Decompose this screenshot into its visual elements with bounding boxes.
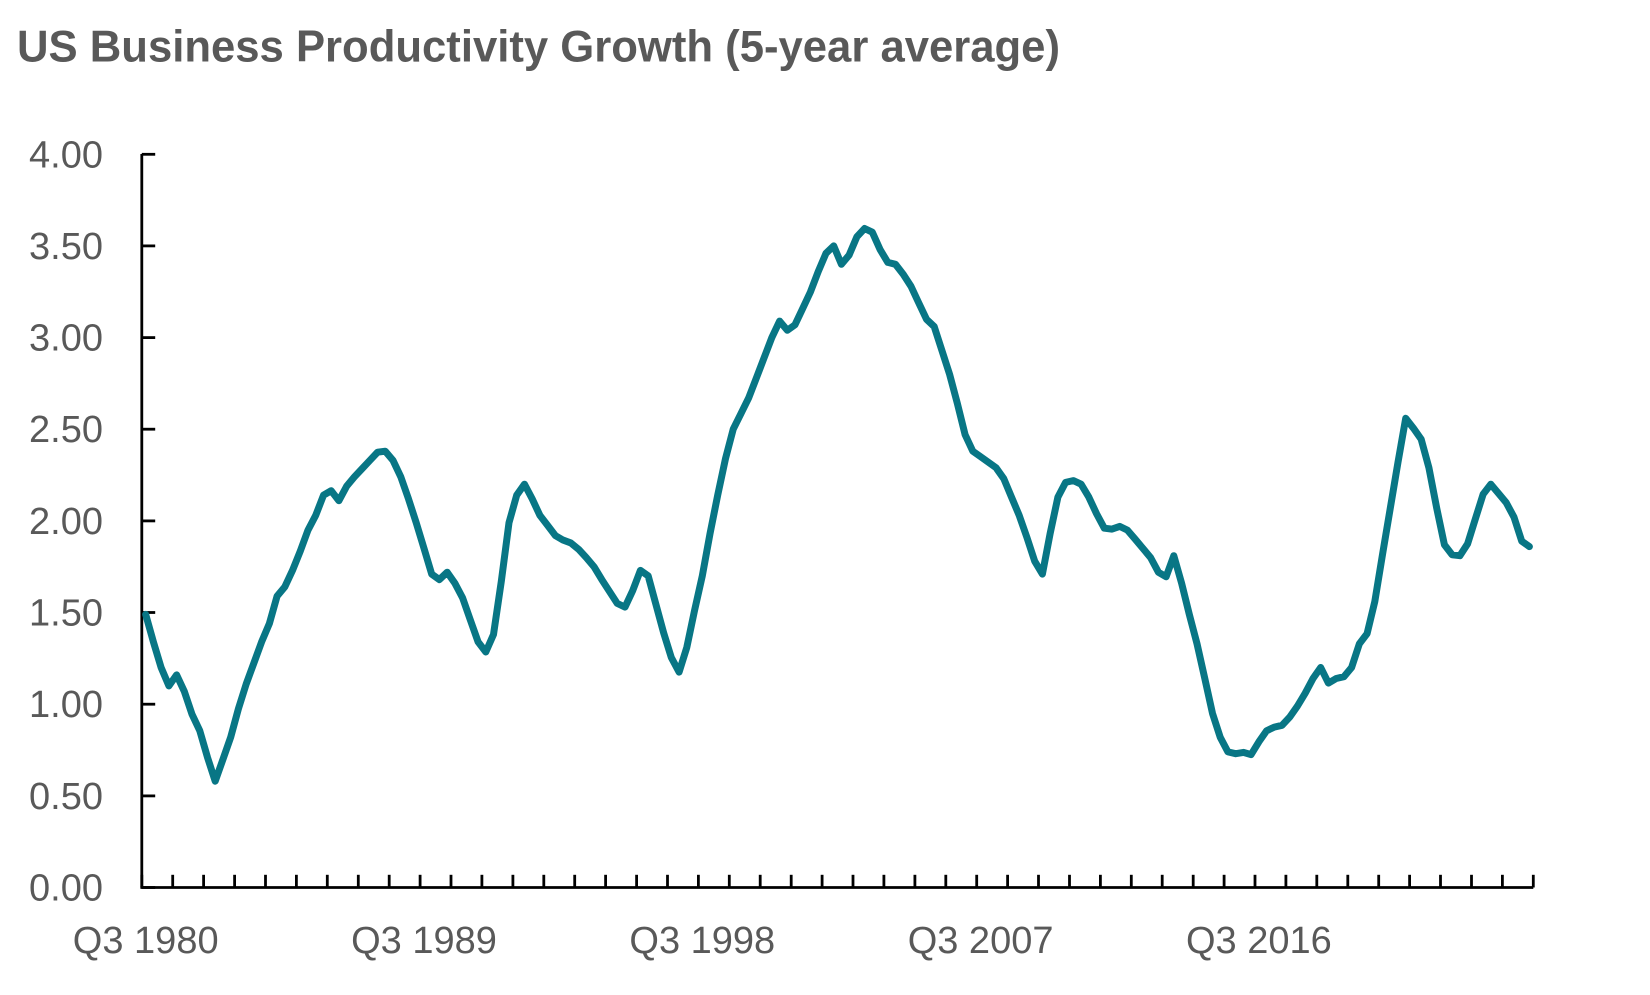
svg-text:2.00: 2.00	[29, 501, 103, 543]
svg-text:0.00: 0.00	[29, 868, 103, 910]
svg-text:4.00: 4.00	[29, 134, 103, 176]
svg-text:3.50: 3.50	[29, 226, 103, 268]
svg-text:Q3 1998: Q3 1998	[629, 920, 775, 962]
svg-text:0.50: 0.50	[29, 776, 103, 818]
svg-text:1.00: 1.00	[29, 684, 103, 726]
svg-text:Q3 2016: Q3 2016	[1186, 920, 1332, 962]
svg-text:2.50: 2.50	[29, 409, 103, 451]
svg-text:Q3 1980: Q3 1980	[73, 920, 219, 962]
svg-text:3.00: 3.00	[29, 318, 103, 360]
svg-text:Q3 1989: Q3 1989	[351, 920, 497, 962]
svg-text:US Business Productivity Growt: US Business Productivity Growth (5-year …	[17, 23, 1060, 72]
svg-text:1.50: 1.50	[29, 593, 103, 635]
svg-text:Q3 2007: Q3 2007	[908, 920, 1054, 962]
